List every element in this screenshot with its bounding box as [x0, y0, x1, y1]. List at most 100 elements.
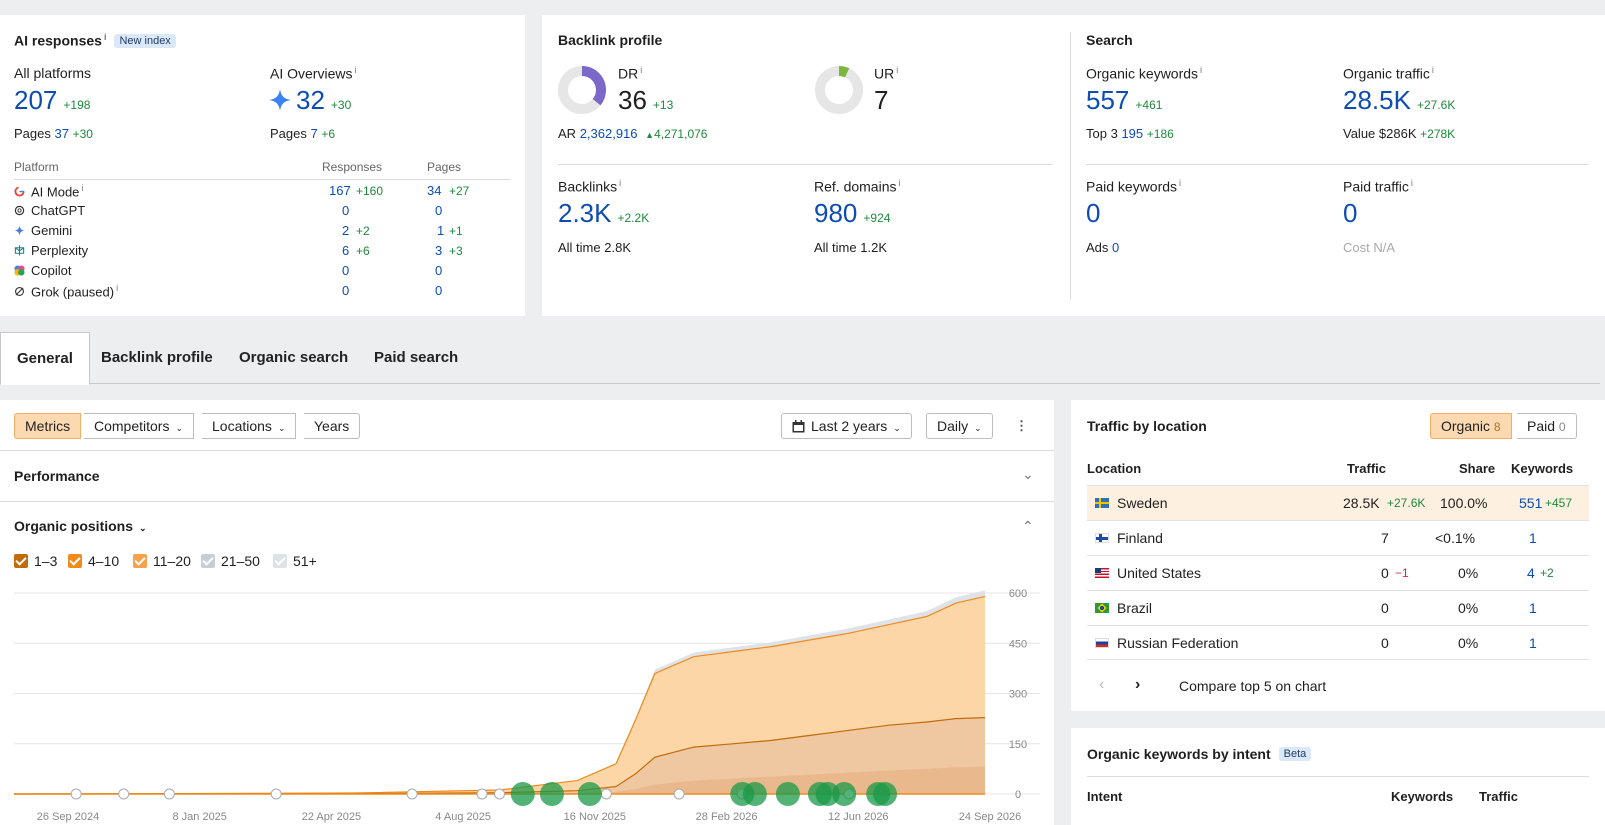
platform-header: Platform — [14, 160, 59, 174]
finland-flag-icon — [1095, 533, 1109, 543]
main-tabs: General Backlink profile Organic search … — [0, 332, 1600, 385]
y-tick-label: 0 — [1015, 789, 1021, 801]
location-row-finland[interactable]: Finland 7 <0.1% 1 — [1087, 520, 1589, 555]
platform-row-gemini[interactable]: Gemini 2 +2 1 +1 — [14, 223, 511, 243]
y-tick-label: 600 — [1009, 588, 1027, 600]
paid-keywords-value[interactable]: 0 — [1086, 198, 1101, 228]
traffic-by-location-card: Traffic by location Organic 8 Paid 0 Loc… — [1071, 400, 1605, 711]
organic-positions-chart[interactable]: 26 Sep 2024 8 Jan 2025 22 Apr 2025 4 Aug 20… — [0, 578, 1054, 825]
event-marker — [832, 782, 857, 806]
backlinks-label: Backlinks i — [558, 178, 622, 195]
up-arrow-icon: ▲ — [645, 130, 655, 140]
interval-button[interactable]: Daily ⌄ — [926, 413, 993, 439]
paid-toggle[interactable]: Paid 0 — [1517, 413, 1577, 439]
years-button[interactable]: Years — [304, 413, 361, 439]
chevron-down-icon: ⌄ — [175, 423, 184, 433]
legend-4-10[interactable]: 4–10 — [68, 553, 119, 569]
platform-row-ai-mode[interactable]: AI Mode i 167 +160 34 +27 — [14, 183, 511, 203]
traffic-header: Traffic — [1347, 461, 1387, 476]
chevron-down-icon: ⌄ — [277, 423, 286, 433]
metrics-button[interactable]: Metrics — [14, 413, 82, 439]
paid-traffic-label: Paid traffic i — [1343, 178, 1413, 195]
date-range-button[interactable]: Last 2 years ⌄ — [781, 413, 912, 439]
calendar-icon — [792, 420, 805, 433]
tab-backlink-profile[interactable]: Backlink profile — [101, 349, 213, 366]
location-row-united-states[interactable]: United States 0 −1 0% 4 +2 — [1087, 555, 1589, 590]
location-row-brazil[interactable]: Brazil 0 0% 1 — [1087, 590, 1589, 625]
backlinks-alltime: All time 2.8K — [558, 240, 631, 255]
ur-gauge — [815, 66, 863, 114]
backlinks-value[interactable]: 2.3K +2.2K — [558, 198, 650, 228]
more-options-icon[interactable]: ⋮ — [1015, 418, 1028, 433]
legend-51-plus[interactable]: 51+ — [273, 553, 317, 569]
organic-traffic-value[interactable]: 28.5K +27.6K — [1343, 85, 1456, 115]
organic-keywords-value[interactable]: 557 +461 — [1086, 85, 1163, 115]
platform-row-copilot[interactable]: Copilot 0 0 — [14, 263, 511, 283]
backlink-profile-title: Backlink profile — [558, 32, 663, 48]
intent-title: Organic keywords by intent Beta — [1087, 746, 1312, 762]
tab-paid-search[interactable]: Paid search — [374, 349, 459, 366]
ref-domains-value[interactable]: 980 +924 — [814, 198, 891, 228]
event-marker — [742, 782, 767, 806]
google-update-marker — [118, 788, 130, 800]
collapse-chevron-icon[interactable]: ⌃ — [1022, 518, 1034, 534]
locations-button[interactable]: Locations ⌄ — [202, 413, 297, 439]
ai-overviews-pages: Pages 7 +6 — [270, 126, 336, 141]
dr-value[interactable]: 36 +13 — [618, 85, 674, 115]
platform-row-chatgpt[interactable]: ChatGPT 0 0 — [14, 203, 511, 223]
share-header: Share — [1459, 461, 1496, 476]
google-update-marker — [673, 788, 685, 800]
chevron-down-icon: ⌄ — [974, 423, 982, 433]
legend-21-50[interactable]: 21–50 — [201, 553, 260, 569]
cost-row: Cost N/A — [1343, 240, 1396, 255]
organic-toggle[interactable]: Organic 8 — [1430, 413, 1512, 439]
ur-value[interactable]: 7 — [874, 85, 889, 115]
value-row: Value $286K +278K — [1343, 126, 1456, 141]
dr-gauge — [558, 66, 606, 114]
legend-11-20[interactable]: 11–20 — [133, 553, 191, 569]
event-marker — [577, 782, 602, 806]
compare-top5-link[interactable]: Compare top 5 on chart — [1179, 678, 1327, 694]
traffic-by-location-title: Traffic by location — [1087, 418, 1207, 434]
organic-positions-dropdown[interactable]: Organic positions ⌄ — [14, 518, 147, 534]
russia-flag-icon — [1095, 638, 1109, 648]
event-marker — [775, 782, 800, 806]
grok-icon — [15, 287, 24, 297]
google-update-marker — [406, 788, 418, 800]
intent-traffic-header: Traffic — [1479, 789, 1519, 804]
prev-page-icon[interactable]: ‹ — [1099, 676, 1105, 693]
keywords-by-intent-card: Organic keywords by intent Beta Intent Ke… — [1071, 728, 1605, 825]
x-tick-label: 8 Jan 2025 — [172, 811, 226, 823]
competitors-button[interactable]: Competitors ⌄ — [84, 413, 195, 439]
platform-row-perplexity[interactable]: Perplexity 6 +6 3 +3 — [14, 243, 511, 263]
ads-row: Ads 0 — [1086, 240, 1120, 255]
backlink-search-card: Backlink profile DR i 36 +13 AR 2,362,916 … — [542, 15, 1605, 316]
paid-traffic-value[interactable]: 0 — [1343, 198, 1358, 228]
location-row-sweden[interactable]: Sweden 28.5K +27.6K 100.0% 551 +457 — [1087, 485, 1589, 520]
event-marker — [815, 782, 840, 806]
all-platforms-value[interactable]: 207 +198 — [14, 85, 91, 115]
google-update-marker — [163, 788, 175, 800]
tab-general[interactable]: General — [0, 332, 90, 385]
performance-section[interactable]: Performance — [14, 468, 100, 484]
tab-organic-search[interactable]: Organic search — [239, 349, 349, 366]
x-tick-label: 24 Sep 2026 — [959, 811, 1021, 823]
x-tick-label: 28 Feb 2026 — [696, 811, 758, 823]
legend-1-3[interactable]: 1–3 — [14, 553, 57, 569]
ai-overviews-value[interactable]: 32 +30 — [268, 85, 351, 116]
dr-label: DR i — [618, 65, 643, 82]
all-platforms-label: All platforms — [14, 65, 92, 81]
next-page-icon[interactable]: › — [1135, 676, 1141, 693]
location-row-russian-federation[interactable]: Russian Federation 0 0% 1 — [1087, 625, 1589, 660]
keywords-header: Keywords — [1511, 461, 1574, 476]
chevron-down-icon: ⌄ — [139, 523, 147, 533]
x-tick-label: 22 Apr 2025 — [302, 811, 361, 823]
platform-row-grok[interactable]: Grok (paused) i 0 0 — [14, 283, 511, 303]
event-marker — [872, 782, 897, 806]
expand-chevron-icon[interactable]: ⌄ — [1022, 466, 1034, 482]
x-tick-label: 12 Jun 2026 — [828, 811, 889, 823]
chatgpt-icon — [14, 205, 25, 216]
perplexity-icon — [14, 245, 25, 256]
paid-keywords-label: Paid keywords i — [1086, 178, 1182, 195]
ur-label: UR i — [874, 65, 899, 82]
